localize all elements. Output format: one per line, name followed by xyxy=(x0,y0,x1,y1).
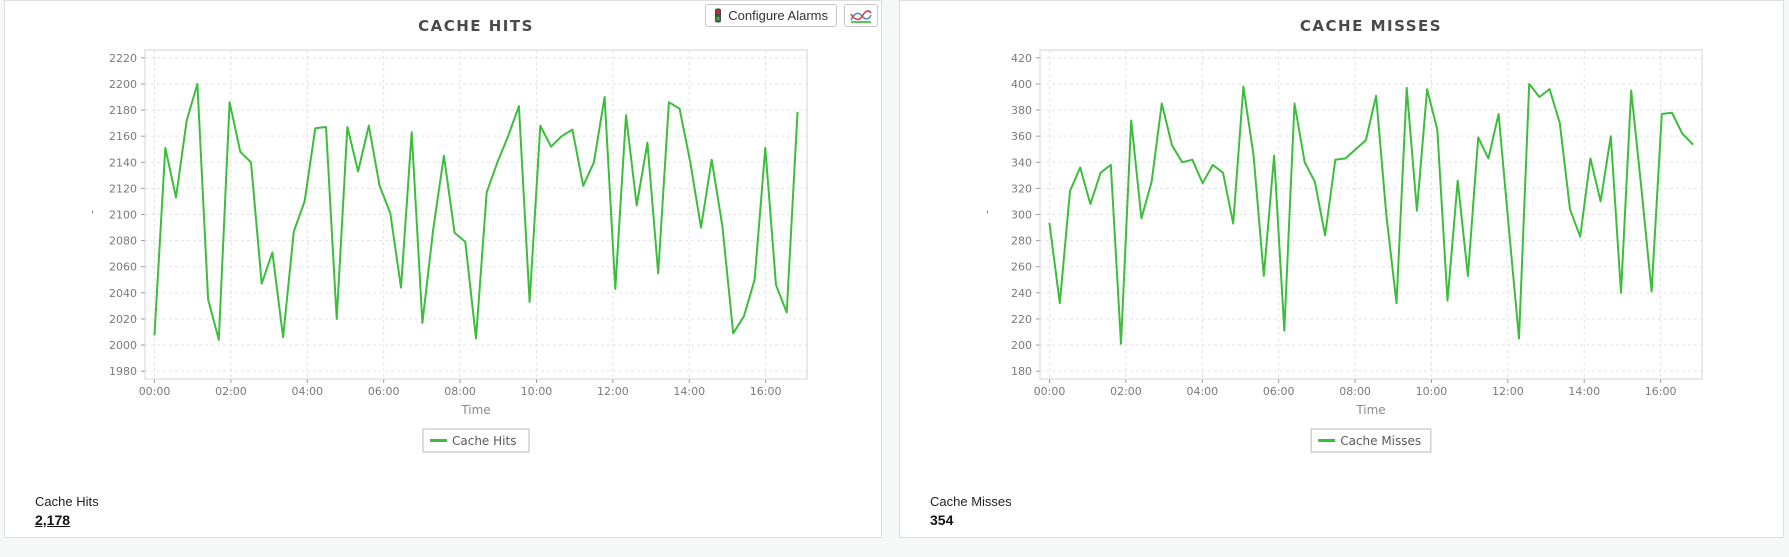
x-tick-label: 02:00 xyxy=(215,385,247,398)
x-tick-label: 00:00 xyxy=(1034,385,1066,398)
y-tick-label: 400 xyxy=(1011,78,1032,91)
x-axis-title: Time xyxy=(1355,403,1385,417)
x-tick-label: 16:00 xyxy=(1645,385,1677,398)
y-tick-label: 280 xyxy=(1011,235,1032,248)
line-chart-icon xyxy=(850,9,872,23)
y-tick-label: 200 xyxy=(1011,339,1032,352)
y-tick-label: 260 xyxy=(1011,261,1032,274)
y-tick-label: 2040 xyxy=(109,287,137,300)
y-tick-label: 2180 xyxy=(109,104,137,117)
cache-misses-summary: Cache Misses 354 xyxy=(930,493,1012,529)
series-line xyxy=(153,82,799,341)
x-tick-label: 10:00 xyxy=(521,385,553,398)
legend-label: Cache Misses xyxy=(1340,434,1421,448)
cache-hits-chart: CACHE HITS 1980 2000 2020 2040 2060 2080 2100 21… xyxy=(91,17,808,453)
y-tick-label: 320 xyxy=(1011,182,1032,195)
y-tick-label: 380 xyxy=(1011,104,1032,117)
y-tick-label: 2160 xyxy=(109,130,137,143)
x-tick-label: 12:00 xyxy=(597,385,629,398)
chart-title: CACHE MISSES xyxy=(1300,17,1442,35)
y-tick-label: 340 xyxy=(1011,156,1032,169)
x-tick-label: 00:00 xyxy=(139,385,171,398)
x-tick-label: 02:00 xyxy=(1110,385,1142,398)
y-axis-title: ' xyxy=(986,209,989,222)
configure-alarms-label: Configure Alarms xyxy=(728,8,828,23)
y-tick-label: 1980 xyxy=(109,365,137,378)
chart-title: CACHE HITS xyxy=(418,17,534,35)
legend-label: Cache Hits xyxy=(452,434,516,448)
metric-label: Cache Misses xyxy=(930,494,1012,509)
y-tick-label: 2080 xyxy=(109,235,137,248)
plot-frame xyxy=(1039,49,1703,380)
configure-alarms-button[interactable]: Configure Alarms xyxy=(705,4,837,27)
x-tick-label: 08:00 xyxy=(1339,385,1371,398)
x-tick-label: 10:00 xyxy=(1416,385,1448,398)
y-tick-label: 2020 xyxy=(109,313,137,326)
x-tick-label: 12:00 xyxy=(1492,385,1524,398)
y-tick-label: 240 xyxy=(1011,287,1032,300)
y-tick-label: 220 xyxy=(1011,313,1032,326)
series-line xyxy=(1048,82,1694,345)
plot-frame xyxy=(144,49,808,380)
y-tick-label: 2140 xyxy=(109,156,137,169)
chart-toolbar: Configure Alarms xyxy=(705,4,878,27)
y-tick-label: 420 xyxy=(1011,52,1032,65)
metric-label: Cache Hits xyxy=(35,494,99,509)
y-tick-label: 2000 xyxy=(109,339,137,352)
cache-misses-panel: CACHE MISSES 180 200 220 240 260 280 300 320 340 3… xyxy=(899,0,1784,538)
x-tick-label: 14:00 xyxy=(673,385,705,398)
x-tick-label: 04:00 xyxy=(291,385,323,398)
x-tick-label: 06:00 xyxy=(1263,385,1295,398)
y-tick-label: 180 xyxy=(1011,365,1032,378)
y-tick-label: 2120 xyxy=(109,182,137,195)
y-tick-label: 360 xyxy=(1011,130,1032,143)
y-tick-label: 2060 xyxy=(109,261,137,274)
y-tick-label: 2100 xyxy=(109,209,137,222)
y-tick-label: 2200 xyxy=(109,78,137,91)
chart-type-button[interactable] xyxy=(844,4,878,27)
cache-misses-chart: CACHE MISSES 180 200 220 240 260 280 300 320 340 3… xyxy=(986,17,1703,453)
cache-hits-summary: Cache Hits 2,178 xyxy=(35,493,99,529)
x-tick-label: 06:00 xyxy=(368,385,400,398)
x-axis-title: Time xyxy=(460,403,490,417)
legend-box xyxy=(1310,428,1432,453)
legend-box xyxy=(422,428,530,453)
metric-value[interactable]: 354 xyxy=(930,512,954,528)
x-tick-label: 14:00 xyxy=(1568,385,1600,398)
metric-value-link[interactable]: 2,178 xyxy=(35,512,71,528)
x-tick-label: 16:00 xyxy=(750,385,782,398)
y-tick-label: 300 xyxy=(1011,209,1032,222)
y-tick-label: 2220 xyxy=(109,52,137,65)
x-tick-label: 04:00 xyxy=(1186,385,1218,398)
y-axis-title: ' xyxy=(91,209,94,222)
cache-hits-panel: Configure Alarms CACHE HITS 1980 2000 2020 2… xyxy=(4,0,882,538)
traffic-light-icon xyxy=(714,8,722,23)
x-tick-label: 08:00 xyxy=(444,385,476,398)
